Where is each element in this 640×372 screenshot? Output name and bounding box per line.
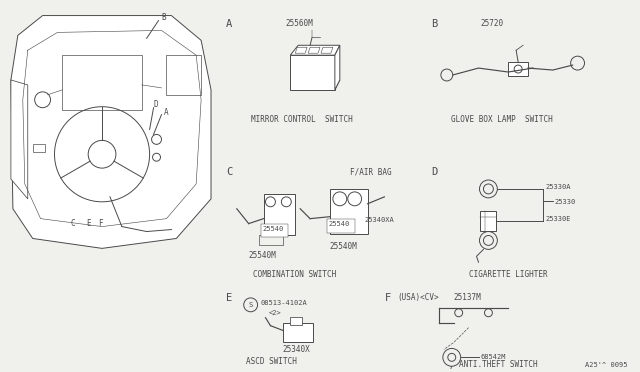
Polygon shape (321, 47, 333, 53)
Text: F: F (385, 293, 390, 303)
Bar (284, 323, 313, 343)
Text: CIGARETTE LIGHTER: CIGARETTE LIGHTER (468, 270, 547, 279)
Bar (63, 55, 141, 110)
Text: C: C (226, 167, 232, 177)
Bar (260, 224, 288, 237)
Text: F/AIR BAG: F/AIR BAG (349, 167, 391, 176)
Text: 68542M: 68542M (481, 355, 506, 360)
Text: S: S (248, 302, 253, 308)
Text: D: D (154, 100, 158, 109)
Text: <2>: <2> (269, 310, 281, 316)
Bar (259, 235, 284, 246)
Bar (330, 189, 367, 234)
Bar (264, 194, 295, 235)
Text: B: B (161, 13, 166, 22)
Bar (508, 62, 528, 76)
Text: A25'^ 0095: A25'^ 0095 (584, 362, 627, 368)
Text: 08513-4102A: 08513-4102A (260, 300, 307, 306)
Text: B: B (431, 19, 437, 29)
Text: E: E (226, 293, 232, 303)
Text: F: F (98, 219, 102, 228)
Text: COMBINATION SWITCH: COMBINATION SWITCH (253, 270, 336, 279)
Text: 25720: 25720 (481, 19, 504, 28)
Text: A: A (163, 108, 168, 117)
Text: GLOVE BOX LAMP  SWITCH: GLOVE BOX LAMP SWITCH (451, 115, 552, 124)
Text: 25137M: 25137M (454, 293, 481, 302)
Text: 25560M: 25560M (285, 19, 313, 28)
Text: 25540M: 25540M (249, 251, 276, 260)
Text: MIRROR CONTROL  SWITCH: MIRROR CONTROL SWITCH (251, 115, 353, 124)
Text: 25540M: 25540M (330, 243, 358, 251)
Polygon shape (291, 55, 335, 90)
Polygon shape (308, 47, 320, 53)
Text: 25540: 25540 (262, 225, 284, 232)
Text: E: E (86, 219, 91, 228)
Polygon shape (335, 45, 340, 90)
Text: C: C (70, 219, 75, 228)
Text: ANTI.THEFT SWITCH: ANTI.THEFT SWITCH (459, 360, 538, 369)
Text: 25330A: 25330A (546, 184, 572, 190)
Text: A: A (226, 19, 232, 29)
Bar (166, 55, 201, 95)
Polygon shape (295, 47, 307, 53)
Text: 25330: 25330 (555, 199, 576, 205)
Text: 25340X: 25340X (282, 346, 310, 355)
Polygon shape (11, 80, 28, 199)
Text: 25330E: 25330E (546, 216, 572, 222)
Text: 25540: 25540 (329, 221, 350, 227)
Bar (481, 211, 497, 231)
Bar (327, 219, 355, 232)
Text: ASCD SWITCH: ASCD SWITCH (246, 357, 296, 366)
Text: 25340XA: 25340XA (365, 217, 394, 223)
Polygon shape (291, 80, 340, 90)
Polygon shape (291, 45, 340, 55)
Polygon shape (11, 16, 211, 248)
Text: (USA)<CV>: (USA)<CV> (397, 293, 439, 302)
Bar (291, 317, 302, 325)
Text: D: D (431, 167, 437, 177)
Bar (33, 144, 45, 152)
